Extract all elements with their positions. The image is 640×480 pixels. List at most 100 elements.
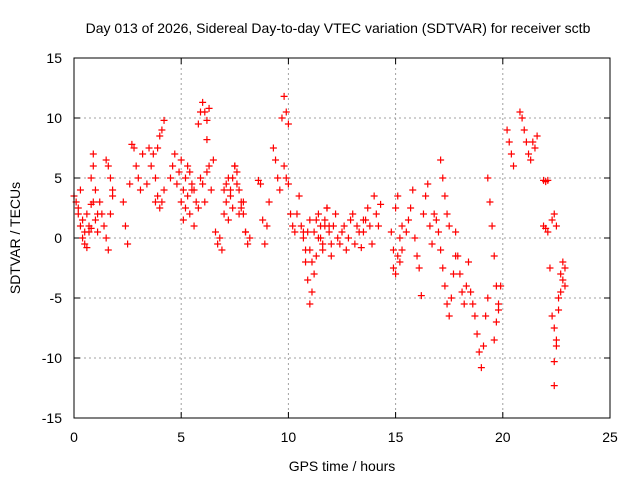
data-point [557, 288, 565, 296]
data-point [201, 108, 209, 116]
data-point [362, 216, 370, 224]
data-point [203, 168, 211, 176]
data-point [364, 204, 372, 212]
data-point [323, 204, 331, 212]
data-point [224, 216, 232, 224]
data-point [259, 216, 267, 224]
data-point [104, 162, 112, 170]
data-point [525, 150, 533, 158]
data-point [473, 330, 481, 338]
y-tick-label: -5 [50, 290, 63, 306]
data-point [216, 234, 224, 242]
data-point [317, 234, 325, 242]
data-point [413, 252, 421, 260]
data-point [128, 140, 136, 148]
data-point [484, 294, 492, 302]
data-point [181, 204, 189, 212]
y-tick-label: -10 [42, 350, 62, 366]
data-point [428, 240, 436, 248]
data-point [134, 174, 142, 182]
data-point [370, 192, 378, 200]
data-point [518, 114, 526, 122]
data-point [353, 222, 361, 230]
data-point [194, 204, 202, 212]
data-point [387, 228, 395, 236]
data-point [231, 162, 239, 170]
x-tick-label: 20 [495, 429, 511, 445]
data-point [98, 210, 106, 218]
data-point [233, 168, 241, 176]
data-point [196, 174, 204, 182]
x-tick-label: 5 [177, 429, 185, 445]
data-point [454, 252, 462, 260]
data-point [89, 162, 97, 170]
data-point [272, 156, 280, 164]
data-point [280, 92, 288, 100]
data-point [527, 156, 535, 164]
data-point [156, 204, 164, 212]
data-point [81, 240, 89, 248]
data-point [154, 192, 162, 200]
data-point [402, 228, 410, 236]
data-point [104, 246, 112, 254]
data-point [284, 180, 292, 188]
data-point [368, 240, 376, 248]
data-point [282, 108, 290, 116]
data-point [452, 228, 460, 236]
data-point [151, 198, 159, 206]
data-point [222, 198, 230, 206]
data-point [220, 186, 228, 194]
data-point [306, 246, 314, 254]
data-point [338, 228, 346, 236]
data-point [394, 252, 402, 260]
data-point [74, 210, 82, 218]
data-point [434, 228, 442, 236]
data-point [192, 198, 200, 206]
data-point [548, 216, 556, 224]
data-point [181, 174, 189, 182]
data-point [177, 156, 185, 164]
data-point [404, 216, 412, 224]
data-point [441, 192, 449, 200]
data-point [344, 234, 352, 242]
data-point [160, 116, 168, 124]
data-point [186, 210, 194, 218]
data-point [325, 228, 333, 236]
data-point [334, 234, 342, 242]
data-point [87, 174, 95, 182]
data-point [102, 234, 110, 242]
data-point [91, 216, 99, 224]
x-tick-label: 10 [281, 429, 297, 445]
data-point [278, 114, 286, 122]
data-point [389, 264, 397, 272]
data-point [419, 210, 427, 218]
data-point [96, 198, 104, 206]
data-point [516, 108, 524, 116]
data-point [184, 192, 192, 200]
data-point [407, 204, 415, 212]
data-point [302, 258, 310, 266]
data-point [94, 228, 102, 236]
data-point [106, 174, 114, 182]
x-tick-label: 15 [388, 429, 404, 445]
data-point [299, 228, 307, 236]
data-point [437, 156, 445, 164]
data-point [160, 186, 168, 194]
data-point [209, 156, 217, 164]
data-point [287, 210, 295, 218]
data-point [520, 126, 528, 134]
data-point [321, 216, 329, 224]
data-point [327, 252, 335, 260]
data-point [166, 174, 174, 182]
data-point [490, 252, 498, 260]
plot-frame [73, 57, 611, 419]
data-point [555, 294, 563, 302]
data-point [312, 216, 320, 224]
data-point [76, 222, 84, 230]
data-point [445, 222, 453, 230]
data-point [179, 186, 187, 194]
data-point [398, 222, 406, 230]
data-point [529, 138, 537, 146]
data-point [229, 204, 237, 212]
data-point [312, 252, 320, 260]
